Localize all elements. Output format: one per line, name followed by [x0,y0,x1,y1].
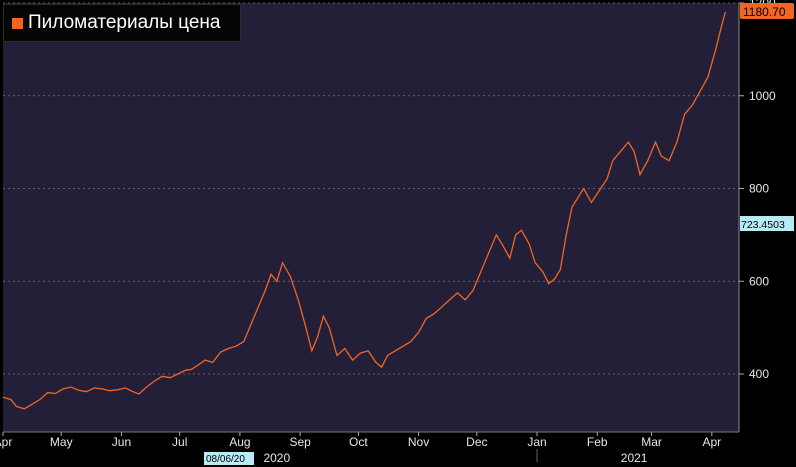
legend-label: Пиломатериалы цена [28,12,221,33]
x-axis: Apr May Jun Jul Aug Sep Oct Nov Dec Jan Feb Mar Apr 2… [0,431,739,465]
y-axis: 40060080010001200 [738,0,776,432]
y-tick-label: 800 [749,182,769,196]
cursor-date-label: 08/06/20 [206,454,245,465]
legend-swatch [12,17,23,29]
legend: Пиломатериалы цена [3,4,241,42]
x-tick-label: Sep [289,435,311,449]
reference-label: 723.4503 [741,219,785,231]
x-tick-label: Jul [172,435,187,449]
x-tick-label: Oct [349,435,368,449]
value-markers: 1180.70 723.4503 08/06/20 [204,3,794,465]
cursor-date-marker [204,452,254,465]
x-tick-label: Dec [466,435,487,449]
x-tick-label: Mar [641,435,662,449]
x-tick-label: Nov [408,435,429,449]
year-label: 2020 [263,451,290,465]
x-tick-label: Apr [702,435,721,449]
x-tick-label: Aug [229,435,250,449]
last-price-marker [740,3,794,19]
last-price-label: 1180.70 [743,5,786,19]
x-tick-label: Feb [587,435,608,449]
year-label: 2021 [621,451,648,465]
x-tick-label: Jun [112,435,131,449]
reference-marker [740,216,794,232]
y-tick-label: 400 [749,367,769,381]
x-tick-label: May [50,435,73,449]
y-tick-label: 600 [749,274,769,288]
plot-background [3,3,739,432]
x-tick-label: Apr [0,435,12,449]
y-tick-label: 1000 [749,89,776,103]
price-series-line [2,11,727,410]
x-tick-label: Jan [527,435,546,449]
